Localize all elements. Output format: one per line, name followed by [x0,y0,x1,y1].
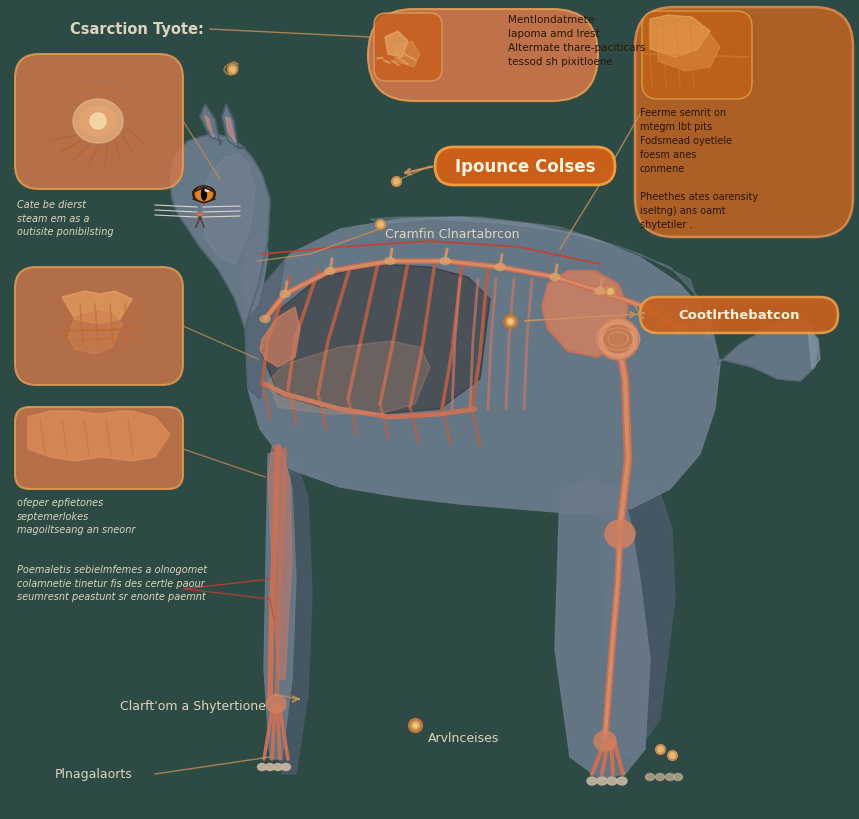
Ellipse shape [202,188,206,201]
Polygon shape [222,105,245,150]
FancyBboxPatch shape [640,297,838,333]
Ellipse shape [673,774,683,781]
Ellipse shape [258,763,266,771]
Ellipse shape [550,274,560,281]
Ellipse shape [597,319,639,360]
Ellipse shape [597,777,607,785]
Ellipse shape [197,188,211,201]
Ellipse shape [655,774,665,781]
Text: ofeper epfietones
septemerlokes
magoiltseang an sneonr: ofeper epfietones septemerlokes magoilts… [17,497,136,535]
Ellipse shape [205,189,209,192]
Text: Cramfin Clnartabrcon: Cramfin Clnartabrcon [385,228,520,241]
Ellipse shape [605,520,635,549]
Ellipse shape [440,258,450,265]
Polygon shape [395,42,420,68]
Ellipse shape [260,316,270,324]
Polygon shape [196,214,204,218]
Polygon shape [260,308,300,368]
Text: Clarft'om a Shytertione: Clarft'om a Shytertione [120,699,266,713]
Ellipse shape [280,291,290,298]
Ellipse shape [495,265,505,271]
Polygon shape [205,115,214,138]
Text: Ipounce Colses: Ipounce Colses [454,158,595,176]
Ellipse shape [265,763,275,771]
Polygon shape [718,318,818,382]
FancyBboxPatch shape [15,55,183,190]
Ellipse shape [385,258,395,265]
Polygon shape [200,105,222,145]
Text: Plnagalaorts: Plnagalaorts [55,767,133,780]
FancyBboxPatch shape [635,8,853,238]
Ellipse shape [195,188,213,201]
Polygon shape [68,311,122,355]
Polygon shape [226,118,236,144]
Polygon shape [73,100,123,144]
Polygon shape [200,155,255,265]
Polygon shape [370,218,710,340]
Polygon shape [170,135,270,329]
Polygon shape [62,292,132,324]
Polygon shape [600,479,675,754]
Ellipse shape [595,288,605,295]
Ellipse shape [666,774,674,781]
Polygon shape [264,450,296,759]
Ellipse shape [645,774,655,781]
Ellipse shape [282,763,290,771]
Polygon shape [278,459,312,774]
Ellipse shape [607,777,617,785]
FancyBboxPatch shape [15,408,183,490]
Ellipse shape [266,695,286,713]
Polygon shape [245,218,720,514]
Polygon shape [80,106,116,137]
Text: Mentlondatmete
lapoma amd lrest
Altermate thare-paciticars
tessod sh pixitloene: Mentlondatmete lapoma amd lrest Altermat… [508,15,645,67]
Polygon shape [555,479,650,779]
Polygon shape [542,272,628,358]
Polygon shape [385,32,408,58]
Ellipse shape [273,763,283,771]
Ellipse shape [675,326,685,333]
Text: Poemaletis sebielmfemes a olnogomet
colamnetie tinetur fis des certle paour
seum: Poemaletis sebielmfemes a olnogomet cola… [17,564,207,601]
Ellipse shape [640,304,650,311]
FancyBboxPatch shape [435,147,615,186]
FancyBboxPatch shape [368,10,598,102]
Ellipse shape [325,268,335,275]
Ellipse shape [617,777,627,785]
Text: Cate be dierst
steam em as a
outisite ponibilsting: Cate be dierst steam em as a outisite po… [17,200,113,237]
FancyBboxPatch shape [15,268,183,386]
Polygon shape [658,24,720,72]
Text: Csarction Tyote:: Csarction Tyote: [70,22,204,37]
FancyBboxPatch shape [374,14,442,82]
Text: Arvlnceises: Arvlnceises [428,731,499,744]
Text: Cootlrthebatcon: Cootlrthebatcon [679,309,800,322]
Polygon shape [262,265,490,414]
Ellipse shape [587,777,597,785]
Ellipse shape [193,187,215,203]
Polygon shape [242,235,268,318]
Polygon shape [245,260,285,400]
Ellipse shape [604,326,632,354]
Ellipse shape [599,320,637,359]
Text: Feerme semrit on
mtegm lbt pits
Fodsmead oyetlele
foesm anes
conmene

Pheethes a: Feerme semrit on mtegm lbt pits Fodsmead… [640,108,758,229]
FancyBboxPatch shape [642,12,752,100]
Polygon shape [90,114,106,130]
Polygon shape [268,342,430,414]
Ellipse shape [594,731,616,751]
Polygon shape [268,445,292,679]
Polygon shape [808,329,820,369]
Polygon shape [28,411,170,461]
Polygon shape [650,16,710,58]
